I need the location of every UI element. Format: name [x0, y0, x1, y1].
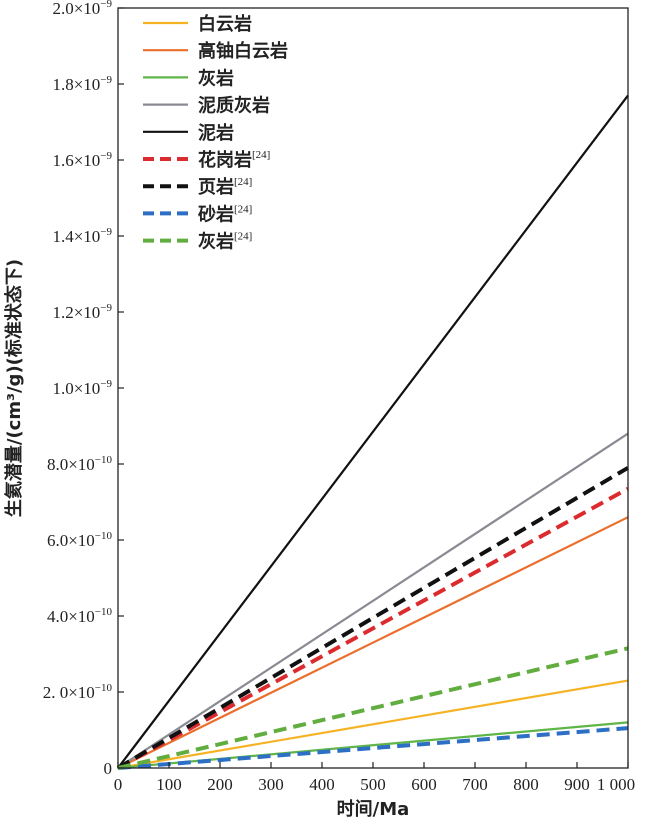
- y-tick-label: 1.8×10−9: [52, 74, 112, 94]
- legend-label: 白云岩: [198, 13, 252, 35]
- legend-label: 泥岩: [198, 122, 234, 144]
- y-tick-label: 4.0×10−10: [47, 606, 113, 626]
- y-tick-label: 2. 0×10−10: [43, 682, 113, 702]
- series-line-1: [117, 679, 629, 770]
- x-tick-label: 100: [156, 775, 182, 794]
- x-axis-title: 时间/Ma: [337, 799, 410, 820]
- y-tick-label: 1.0×10−9: [52, 378, 112, 398]
- y-tick-label: 2.0×10−9: [52, 0, 112, 18]
- y-axis-title: 生氦潜量/(cm³/g)(标准状态下): [3, 259, 25, 517]
- series-line-9: [117, 646, 629, 770]
- x-tick-label: 0: [114, 775, 123, 794]
- x-axis: 0 100 200 300 400 500 600 700 800 900 1 000: [114, 762, 635, 794]
- legend-label: 砂岩[24]: [198, 203, 252, 225]
- x-tick-label: 600: [411, 775, 437, 794]
- x-tick-label: 1 000: [597, 775, 635, 794]
- legend-label: 花岗岩[24]: [198, 149, 270, 171]
- series-line-4: [117, 432, 629, 769]
- legend-label: 灰岩: [198, 67, 234, 89]
- y-tick-label: 8.0×10−10: [47, 454, 113, 474]
- x-tick-label: 500: [360, 775, 386, 794]
- legend-label: 灰岩[24]: [198, 231, 252, 253]
- y-tick-label: 1.2×10−9: [52, 302, 112, 322]
- x-tick-label: 400: [309, 775, 335, 794]
- legend-label: 高铀白云岩: [198, 40, 288, 62]
- y-tick-label: 6.0×10−10: [47, 530, 113, 550]
- series-line-5: [117, 94, 629, 769]
- x-tick-label: 800: [513, 775, 539, 794]
- y-axis: 0 2. 0×10−10 4.0×10−10 6.0×10−10 8.0×10−10 1.…: [43, 0, 124, 778]
- x-tick-label: 900: [564, 775, 590, 794]
- series-line-6: [117, 486, 629, 770]
- y-tick-label: 1.4×10−9: [52, 226, 112, 246]
- series-line-2: [117, 516, 629, 769]
- x-tick-label: 700: [462, 775, 488, 794]
- plot-lines: [116, 94, 630, 770]
- y-tick-label: 0: [104, 759, 113, 778]
- legend-label: 页岩[24]: [198, 176, 252, 198]
- legend-label: 泥质灰岩: [198, 95, 270, 117]
- x-tick-label: 200: [207, 775, 233, 794]
- y-tick-label: 1.6×10−9: [52, 150, 112, 170]
- x-tick-label: 300: [258, 775, 284, 794]
- series-line-8: [117, 726, 629, 770]
